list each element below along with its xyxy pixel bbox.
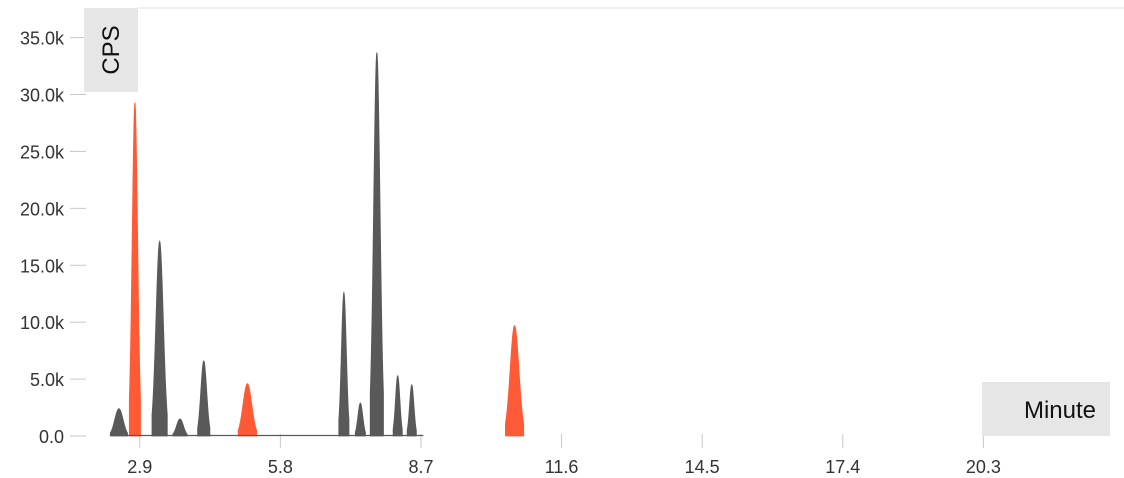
y-tick-label: 5.0k [30, 370, 65, 390]
y-axis-title: CPS [98, 25, 125, 74]
trace-dark-peak [392, 374, 403, 437]
trace-dark-peak [197, 360, 211, 437]
x-tick-label: 20.3 [966, 457, 1001, 477]
y-axis-ticks: 0.0 5.0k 10.0k 15.0k 20.0k 25.0k 30.0k 35.0k [20, 29, 86, 447]
y-tick-label: 15.0k [20, 256, 65, 276]
trace-dark-peak [406, 384, 417, 437]
trace-highlight-peak [237, 383, 257, 437]
x-tick-label: 8.7 [408, 457, 433, 477]
y-tick-label: 35.0k [20, 29, 65, 49]
y-tick-label: 30.0k [20, 86, 65, 106]
x-tick-label: 2.9 [127, 457, 152, 477]
trace-dark-peak [172, 418, 188, 437]
x-axis-ticks: 2.9 5.8 8.7 11.6 14.5 17.4 20.3 [127, 434, 1001, 477]
y-tick-label: 20.0k [20, 199, 65, 219]
x-axis-title-box: Minute [982, 382, 1110, 436]
chromatogram-traces [109, 52, 525, 437]
x-tick-label: 14.5 [685, 457, 720, 477]
x-tick-label: 11.6 [545, 457, 579, 477]
trace-highlight-peak [504, 324, 525, 437]
trace-highlight-peak [128, 102, 141, 437]
trace-dark-peak [369, 52, 384, 437]
y-axis-title-box: CPS [84, 8, 138, 92]
x-axis-title: Minute [1024, 397, 1096, 424]
y-tick-label: 25.0k [20, 142, 65, 162]
trace-dark-peak [354, 402, 366, 437]
x-tick-label: 5.8 [268, 457, 293, 477]
y-tick-label: 0.0 [39, 427, 64, 447]
y-tick-label: 10.0k [20, 313, 65, 333]
trace-dark-peak [151, 240, 168, 437]
trace-dark-peak [338, 291, 350, 437]
trace-dark-peak [109, 408, 128, 437]
x-tick-label: 17.4 [825, 457, 860, 477]
